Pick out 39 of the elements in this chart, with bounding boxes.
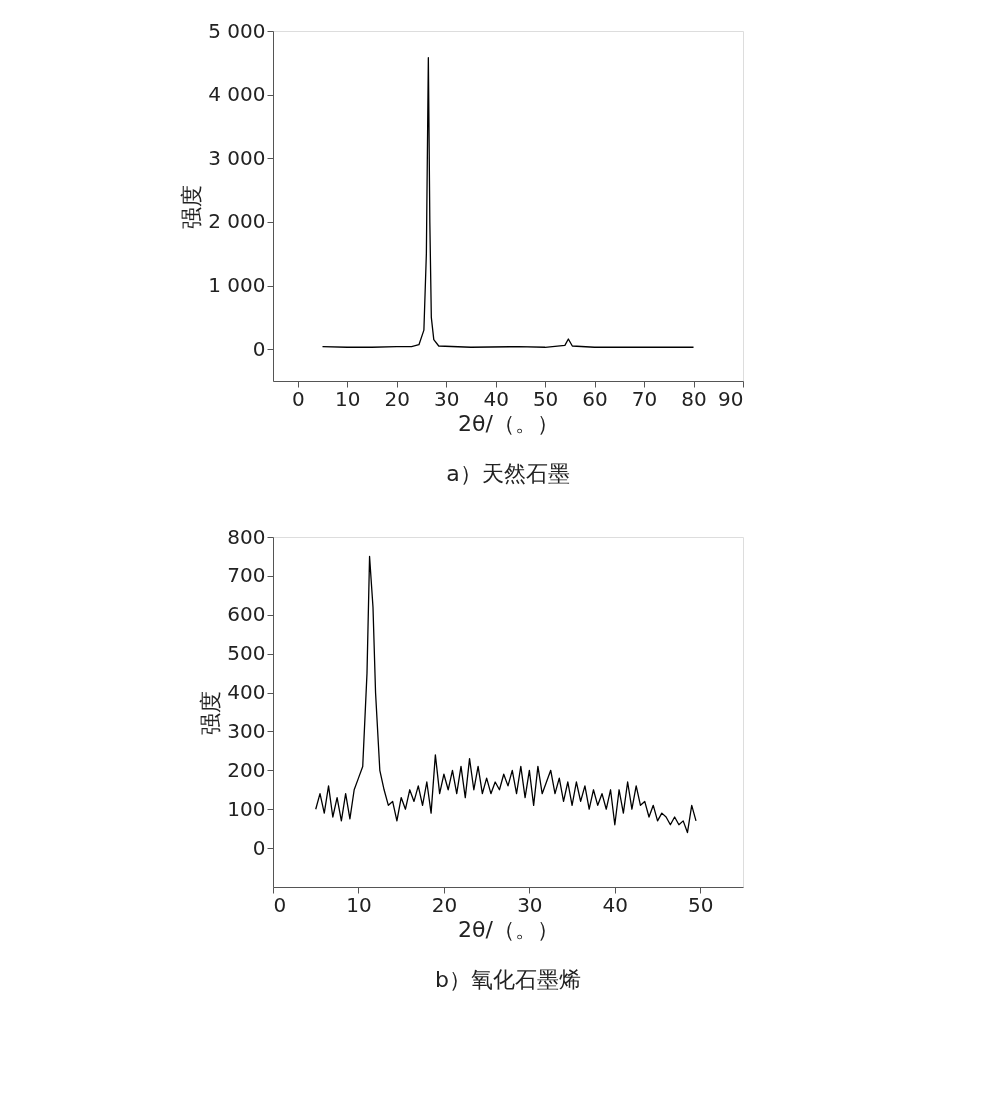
x-tick-label: 70 xyxy=(631,386,658,411)
text: b）氧化石墨烯 xyxy=(435,967,581,992)
x-tick-label: 40 xyxy=(602,892,629,917)
y-tick-label: 5 000 xyxy=(208,18,266,43)
y-tick-label: 0 xyxy=(252,336,266,361)
x-tick-label: 30 xyxy=(517,892,543,917)
x-axis-title: 2θ/（。） xyxy=(458,410,559,436)
x-tick-label: 20 xyxy=(431,892,458,917)
x-tick-label: 0 xyxy=(273,892,287,917)
x-tick-label: 20 xyxy=(384,386,410,411)
y-axis-title: 强度 xyxy=(179,184,205,229)
x-axis-title: 2θ/（。） xyxy=(458,916,559,942)
line-series xyxy=(321,57,695,348)
y-tick-label: 4 000 xyxy=(208,82,266,107)
y-tick-label: 700 xyxy=(227,563,266,588)
y-tick-label: 1 000 xyxy=(208,273,266,298)
y-tick-label: 2 000 xyxy=(208,209,266,234)
y-tick-label: 600 xyxy=(227,602,266,627)
x-tick-label: 50 xyxy=(532,386,559,411)
y-tick-label: 200 xyxy=(227,757,266,782)
text: a）天然石墨 xyxy=(446,461,570,486)
y-tick-label: 500 xyxy=(227,641,266,666)
x-tick-label: 60 xyxy=(582,386,608,411)
x-tick-label: 10 xyxy=(334,386,361,411)
y-tick-label: 0 xyxy=(252,835,266,860)
y-tick-label: 3 000 xyxy=(208,145,266,170)
x-tick-label: 30 xyxy=(433,386,460,411)
y-tick-label: 300 xyxy=(227,718,266,743)
x-tick-label: 40 xyxy=(483,386,509,411)
line-series xyxy=(315,555,697,834)
x-tick-label: 10 xyxy=(346,892,372,917)
x-tick-label: 50 xyxy=(688,892,714,917)
y-axis-title: 强度 xyxy=(198,690,224,735)
y-tick-label: 800 xyxy=(227,524,266,549)
x-tick-label: 90 xyxy=(718,386,744,411)
x-tick-label: 80 xyxy=(681,386,707,411)
y-tick-label: 400 xyxy=(227,680,266,705)
x-tick-label: 0 xyxy=(291,386,305,411)
y-tick-label: 100 xyxy=(227,796,266,821)
